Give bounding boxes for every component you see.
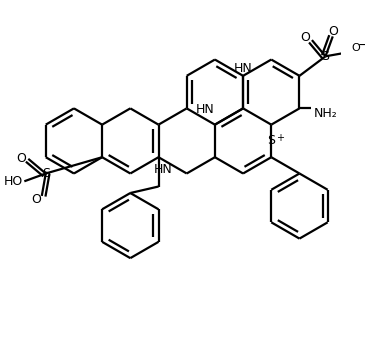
Text: S: S — [322, 50, 330, 63]
Text: HN: HN — [154, 163, 173, 176]
Text: O: O — [328, 25, 338, 38]
Text: O: O — [351, 43, 360, 53]
Text: S: S — [267, 134, 275, 148]
Text: HN: HN — [196, 103, 215, 116]
Text: NH₂: NH₂ — [314, 107, 337, 120]
Text: O: O — [300, 31, 310, 44]
Text: O: O — [16, 152, 26, 165]
Text: +: + — [276, 133, 284, 143]
Text: O: O — [31, 193, 41, 206]
Text: −: − — [358, 39, 365, 52]
Text: S: S — [42, 167, 50, 180]
Text: HN: HN — [234, 62, 253, 75]
Text: HO: HO — [4, 175, 23, 188]
